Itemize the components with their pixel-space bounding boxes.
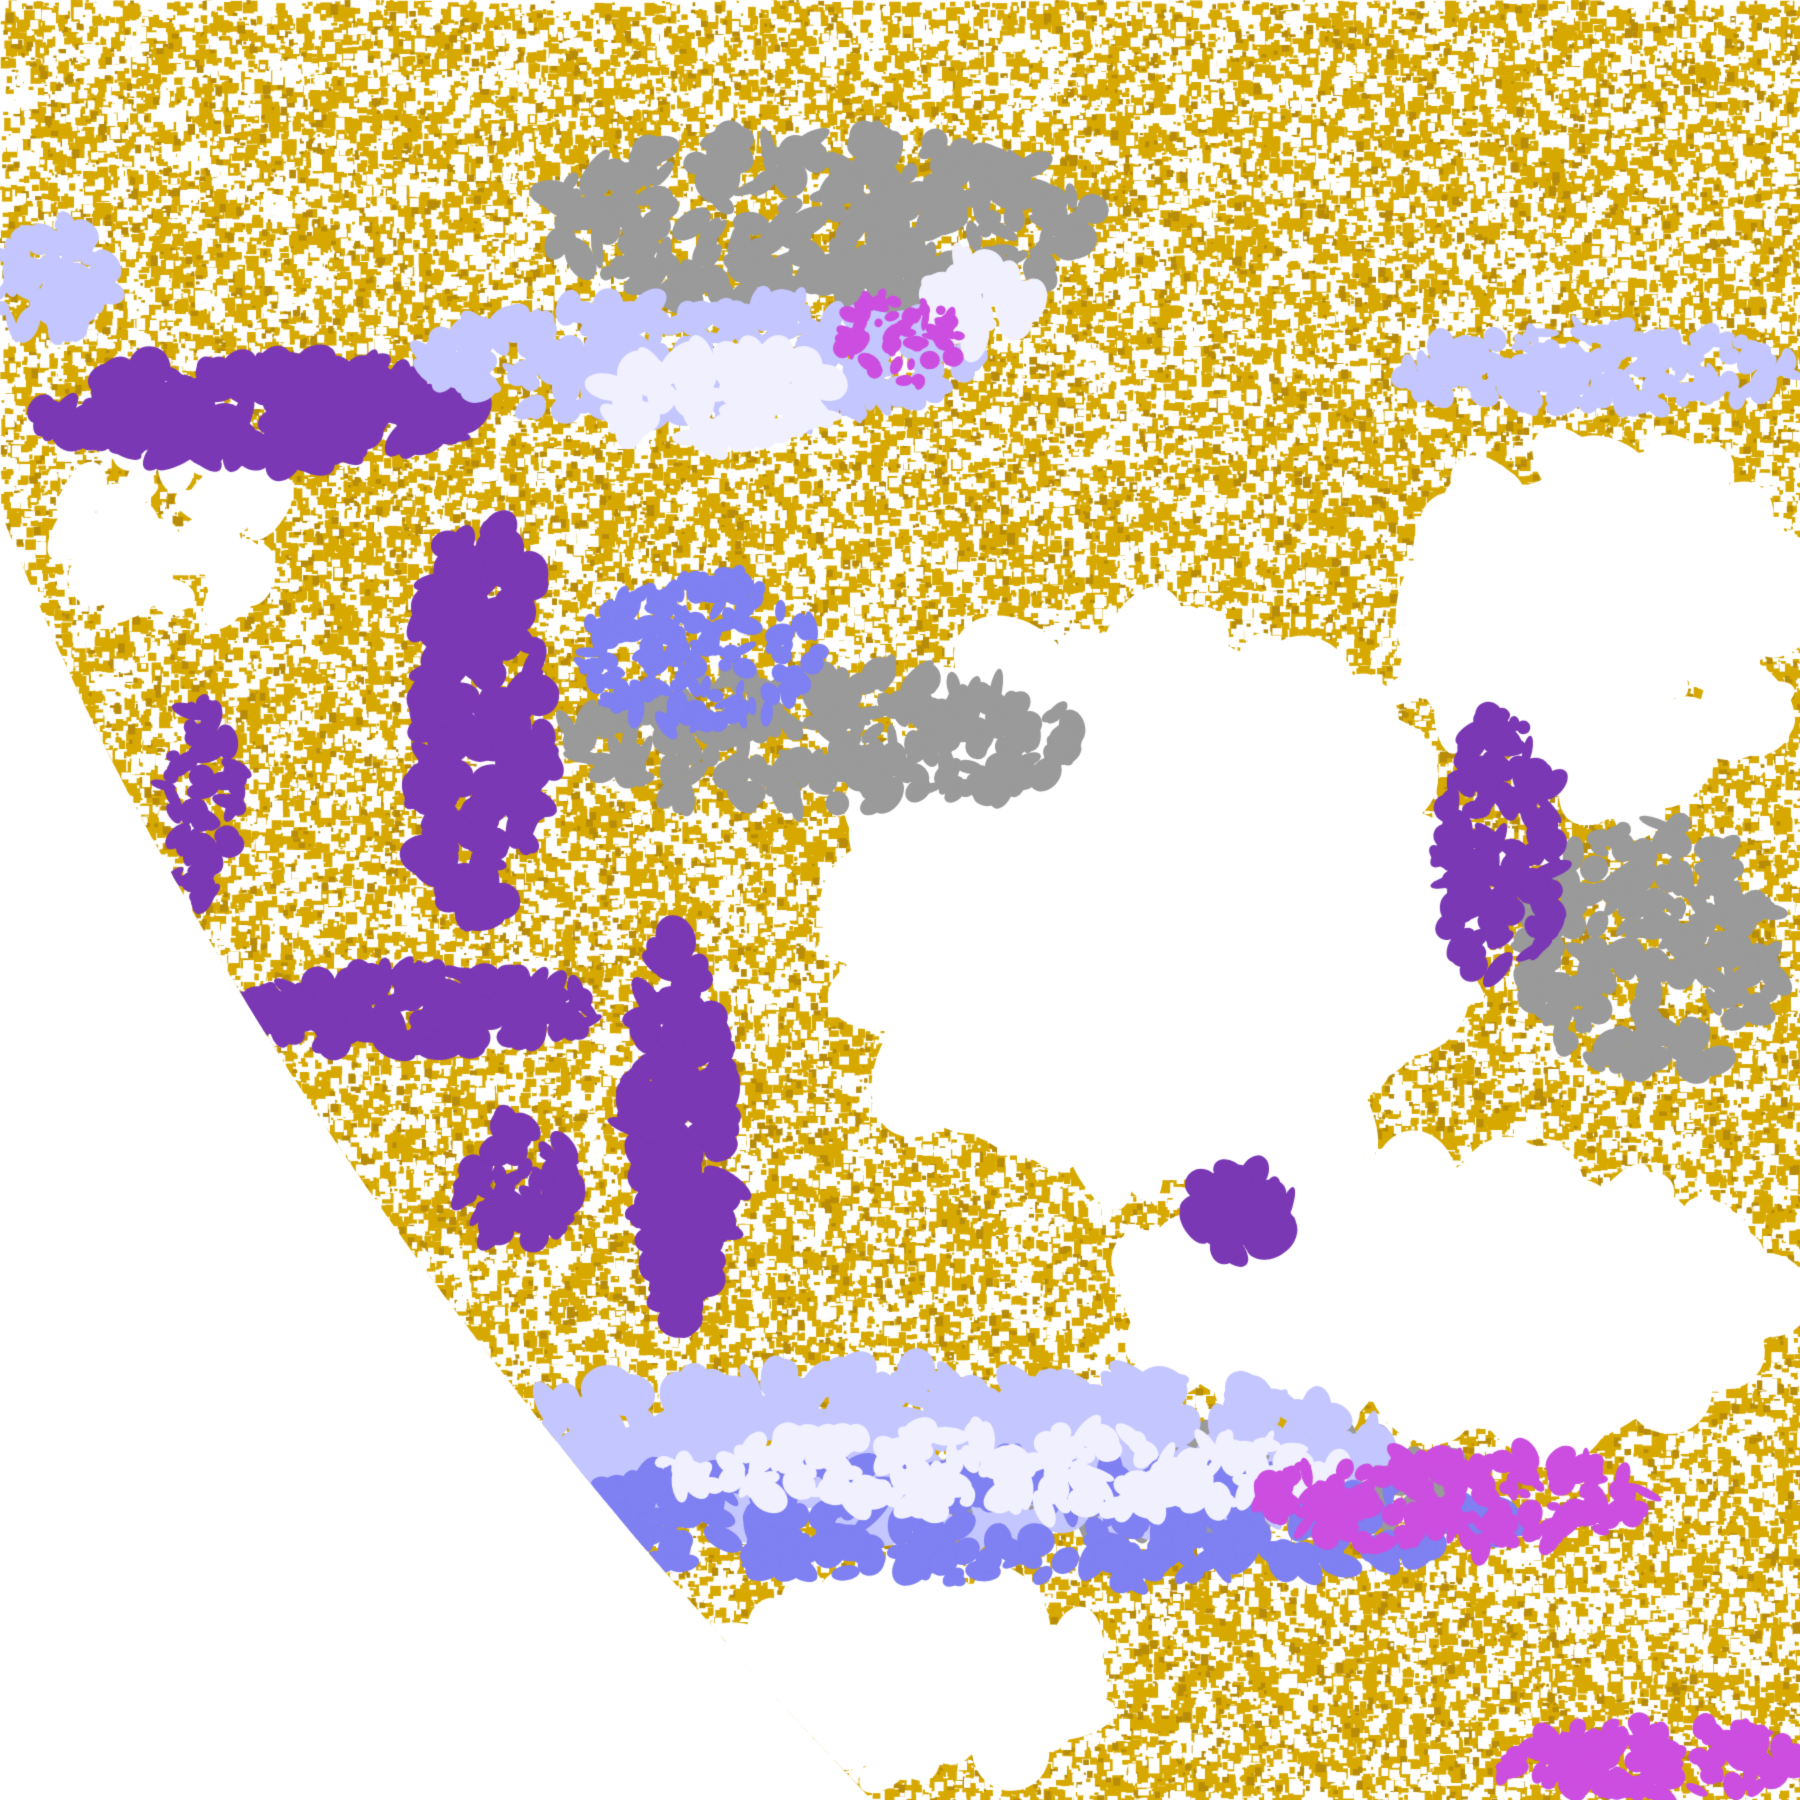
earth-disk-canvas (0, 0, 1800, 1800)
satellite-cloud-classification-image (0, 0, 1800, 1800)
